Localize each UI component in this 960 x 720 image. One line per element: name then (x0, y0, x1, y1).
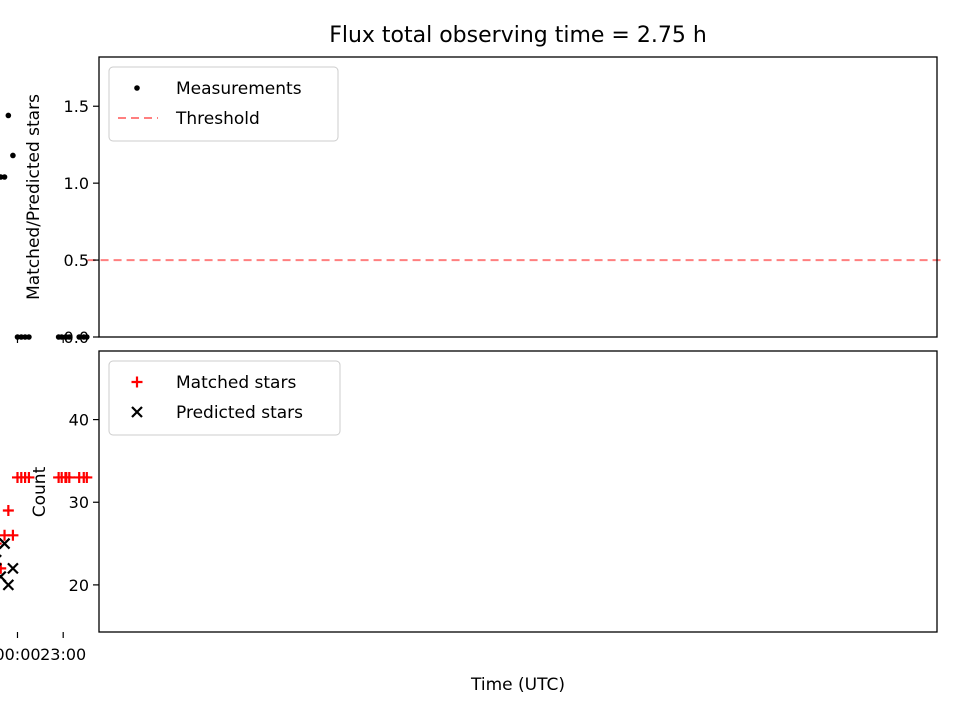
legend-box (108, 66, 339, 142)
measurement-point (76, 334, 82, 340)
bottom-y-axis-label: Count (30, 466, 50, 517)
top-y-axis-label: Matched/Predicted stars (24, 94, 44, 300)
matched-stars-series (0, 471, 93, 574)
matched-star-point (0, 529, 11, 541)
count-series (0, 471, 93, 591)
x-tick-label: 23:00 (40, 645, 86, 664)
matched-star-point (11, 471, 23, 483)
measurement-point (55, 334, 62, 340)
matched-star-point (73, 471, 85, 483)
y-tick-label: 0.0 (64, 328, 89, 347)
top-axes-frame (98, 56, 938, 338)
y-tick-label: 30 (69, 493, 89, 512)
top-y-ticks: 0.0 0.5 1.0 1.5 (64, 97, 99, 347)
legend-plus-swatch (131, 376, 143, 388)
x-tick-label: 00:00 (0, 645, 41, 664)
bottom-legend: Matched stars Predicted stars (108, 360, 341, 436)
matched-star-point (53, 471, 65, 483)
measurements-series (0, 112, 90, 340)
legend-label: Matched stars (176, 373, 296, 393)
y-tick-label: 1.0 (64, 174, 89, 193)
top-legend: Measurements Threshold (108, 66, 339, 142)
y-tick-label: 20 (69, 576, 89, 595)
bottom-x-ticks: 23:0000:0001:0002:0003:00 (0, 632, 86, 664)
y-tick-label: 1.5 (64, 97, 89, 116)
measurement-point (5, 112, 12, 119)
chart-title: Flux total observing time = 2.75 h (329, 23, 707, 48)
ratio-panel: 0.0 0.5 1.0 1.5 Matched/Predicted stars Mea… (0, 56, 945, 347)
y-tick-label: 40 (69, 411, 89, 430)
top-x-ticks (16, 337, 64, 343)
legend-label: Predicted stars (176, 403, 303, 423)
measurement-point (0, 174, 4, 180)
measurement-point (80, 334, 87, 340)
bottom-y-ticks: 20 30 40 (69, 411, 99, 595)
predicted-star-point (0, 537, 11, 550)
count-panel: 20 30 40 23:0000:0001:0002:0003:00 Count T… (0, 350, 938, 695)
predicted-star-point (7, 562, 19, 575)
predicted-star-point (0, 570, 7, 583)
legend-box (108, 360, 341, 436)
measurement-point (10, 152, 16, 159)
legend-label: Threshold (175, 109, 260, 129)
bottom-axes-frame (98, 350, 938, 633)
legend-dot-swatch (134, 85, 140, 91)
predicted-stars-series (0, 537, 19, 591)
x-axis-label: Time (UTC) (470, 675, 565, 695)
y-tick-label: 0.5 (64, 251, 89, 270)
legend-x-swatch (131, 406, 143, 418)
legend-label: Measurements (176, 79, 302, 99)
matched-star-point (2, 505, 14, 517)
